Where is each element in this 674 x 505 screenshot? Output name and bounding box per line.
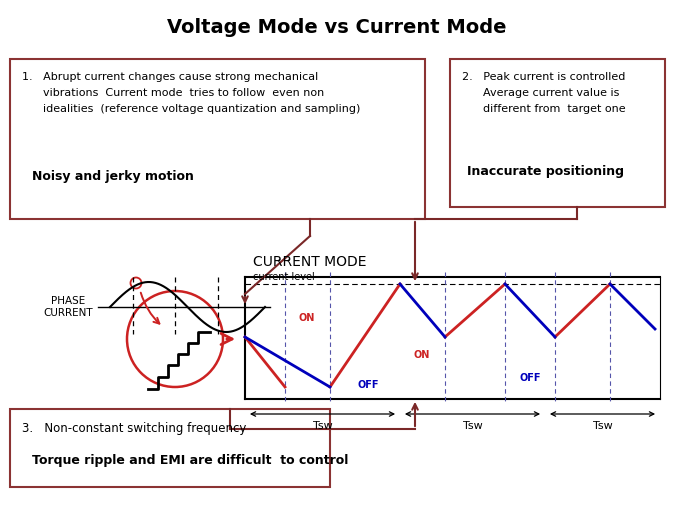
Text: Inaccurate positioning: Inaccurate positioning	[467, 165, 624, 178]
Text: current level: current level	[253, 272, 315, 281]
FancyBboxPatch shape	[10, 60, 425, 220]
Text: 1.   Abrupt current changes cause strong mechanical: 1. Abrupt current changes cause strong m…	[22, 72, 318, 82]
Text: vibrations  Current mode  tries to follow  even non: vibrations Current mode tries to follow …	[22, 88, 324, 98]
FancyBboxPatch shape	[450, 60, 665, 208]
Text: 3.   Non-constant switching frequency: 3. Non-constant switching frequency	[22, 421, 247, 434]
Text: CURRENT MODE: CURRENT MODE	[253, 255, 367, 269]
Text: different from  target one: different from target one	[462, 104, 625, 114]
Text: Voltage Mode vs Current Mode: Voltage Mode vs Current Mode	[167, 18, 507, 37]
Text: Noisy and jerky motion: Noisy and jerky motion	[32, 170, 194, 183]
Text: PHASE
CURRENT: PHASE CURRENT	[43, 295, 93, 317]
Text: Average current value is: Average current value is	[462, 88, 619, 98]
Text: ON: ON	[299, 313, 315, 322]
Text: Tsw: Tsw	[462, 420, 483, 430]
Text: Torque ripple and EMI are difficult  to control: Torque ripple and EMI are difficult to c…	[32, 453, 348, 466]
Text: ON: ON	[414, 349, 430, 359]
Text: Tsw: Tsw	[592, 420, 613, 430]
Text: OFF: OFF	[519, 372, 541, 382]
Text: 2.   Peak current is controlled: 2. Peak current is controlled	[462, 72, 625, 82]
FancyBboxPatch shape	[10, 409, 330, 487]
Text: OFF: OFF	[357, 379, 379, 389]
Text: Tsw: Tsw	[313, 420, 332, 430]
Text: idealities  (reference voltage quantization and sampling): idealities (reference voltage quantizati…	[22, 104, 361, 114]
